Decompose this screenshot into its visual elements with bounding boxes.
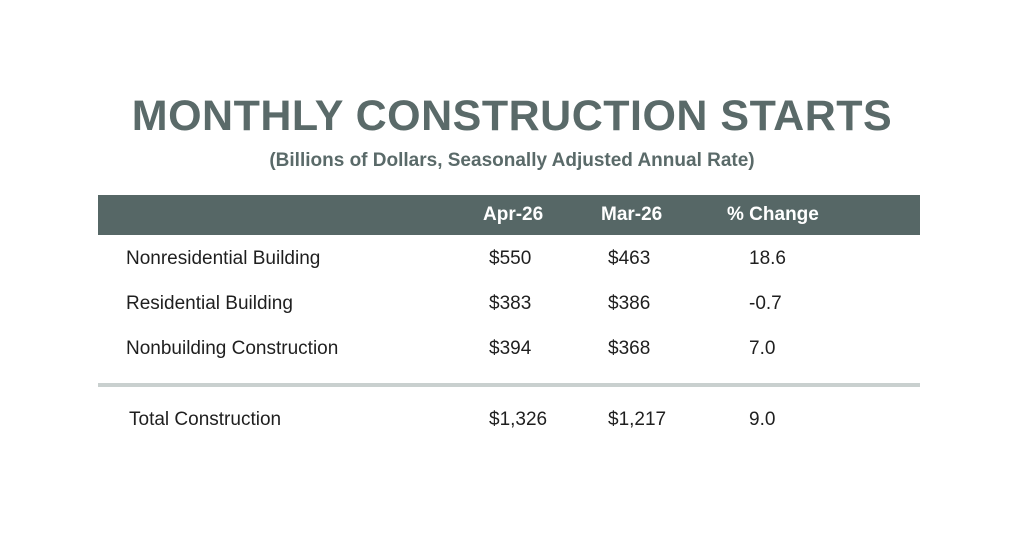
total-change-value: 9.0 <box>749 409 776 430</box>
table-row: Nonresidential Building $550 $463 18.6 <box>0 246 1024 272</box>
change-value: -0.7 <box>749 293 782 314</box>
column-header-mar: Mar-26 <box>601 204 663 225</box>
change-value: 7.0 <box>749 338 776 359</box>
mar-value: $386 <box>608 293 651 314</box>
column-header-apr: Apr-26 <box>483 204 544 225</box>
table-row: Nonbuilding Construction $394 $368 7.0 <box>0 336 1024 362</box>
table-header: Apr-26 Mar-26 % Change <box>98 195 920 235</box>
row-label: Nonbuilding Construction <box>126 338 339 359</box>
mar-value: $368 <box>608 338 651 359</box>
total-mar-value: $1,217 <box>608 409 667 430</box>
apr-value: $394 <box>489 338 532 359</box>
column-header-change: % Change <box>727 204 819 225</box>
total-label: Total Construction <box>129 409 282 430</box>
mar-value: $463 <box>608 248 651 269</box>
total-apr-value: $1,326 <box>489 409 548 430</box>
change-value: 18.6 <box>749 248 786 269</box>
apr-value: $550 <box>489 248 532 269</box>
row-label: Residential Building <box>126 293 293 314</box>
total-row: Total Construction $1,326 $1,217 9.0 <box>0 407 1024 433</box>
table-row: Residential Building $383 $386 -0.7 <box>0 291 1024 317</box>
apr-value: $383 <box>489 293 532 314</box>
table-subtitle: (Billions of Dollars, Seasonally Adjuste… <box>269 150 755 171</box>
table-title: MONTHLY CONSTRUCTION STARTS <box>131 92 893 140</box>
total-divider <box>98 383 920 387</box>
row-label: Nonresidential Building <box>126 248 321 269</box>
